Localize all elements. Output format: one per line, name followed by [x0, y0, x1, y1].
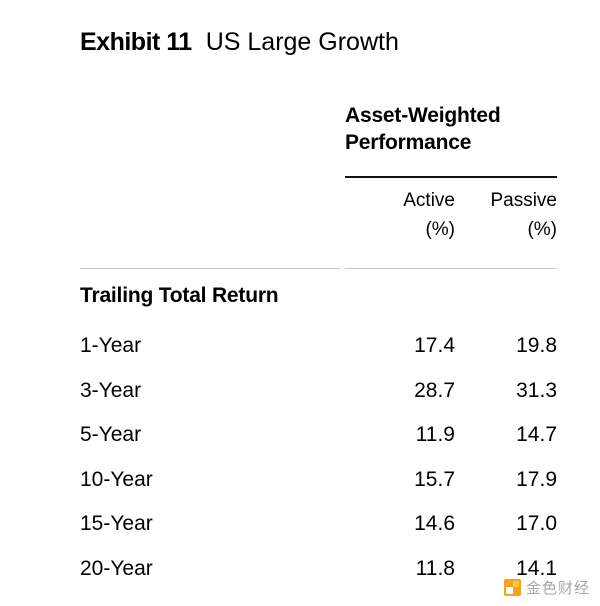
table-row: 5-Year 11.9 14.7 — [80, 423, 557, 447]
active-value: 14.6 — [414, 512, 455, 535]
passive-value: 14.1 — [516, 557, 557, 580]
header-rule — [345, 176, 557, 178]
table-row: 3-Year 28.7 31.3 — [80, 379, 557, 403]
column-unit: (%) — [527, 219, 557, 240]
exhibit-number: Exhibit 11 — [80, 28, 192, 56]
table-rule-left — [80, 268, 340, 269]
passive-value: 31.3 — [516, 379, 557, 402]
active-value: 15.7 — [414, 468, 455, 491]
table-row: 20-Year 11.8 14.1 — [80, 557, 557, 581]
row-label: 20-Year — [80, 557, 153, 580]
active-value: 11.8 — [415, 557, 455, 580]
table-row: 15-Year 14.6 17.0 — [80, 512, 557, 536]
watermark: 金色财经 — [503, 577, 590, 598]
passive-value: 17.9 — [516, 468, 557, 491]
page-title: Exhibit 11 US Large Growth — [80, 28, 399, 57]
column-label: Passive — [490, 190, 557, 211]
row-label: 1-Year — [80, 334, 142, 357]
table-rule-right — [345, 268, 557, 269]
passive-value: 17.0 — [516, 512, 557, 535]
row-label: 3-Year — [80, 379, 142, 402]
table-row: 1-Year 17.4 19.8 — [80, 334, 557, 358]
table-row: 10-Year 15.7 17.9 — [80, 468, 557, 492]
passive-value: 19.8 — [516, 334, 557, 357]
column-unit: (%) — [425, 219, 455, 240]
row-label: 10-Year — [80, 468, 153, 491]
column-header-active: Active (%) — [345, 186, 455, 244]
passive-value: 14.7 — [516, 423, 557, 446]
column-label: Active — [403, 190, 455, 211]
watermark-text: 金色财经 — [525, 580, 590, 597]
active-value: 11.9 — [415, 423, 455, 446]
section-header: Trailing Total Return — [80, 284, 279, 307]
row-label: 15-Year — [80, 512, 153, 535]
column-headers: Active (%) Passive (%) — [345, 186, 557, 244]
active-value: 17.4 — [414, 334, 455, 357]
active-value: 28.7 — [414, 379, 455, 402]
row-label: 5-Year — [80, 423, 142, 446]
exhibit-name: US Large Growth — [205, 28, 399, 56]
jinse-finance-logo-icon — [503, 579, 521, 596]
column-group-header: Asset-Weighted Performance — [345, 104, 501, 155]
column-header-passive: Passive (%) — [455, 186, 557, 244]
